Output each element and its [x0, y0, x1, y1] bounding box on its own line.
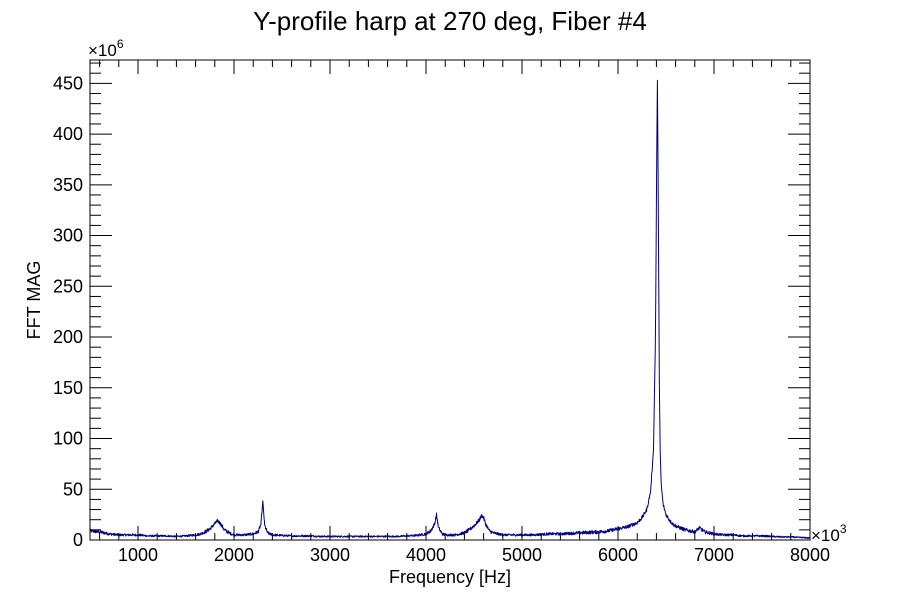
- x-multiplier: ×103: [811, 522, 847, 545]
- y-multiplier-base: ×10: [88, 41, 117, 60]
- chart-title: Y-profile harp at 270 deg, Fiber #4: [253, 6, 647, 36]
- y-tick-label: 300: [53, 226, 83, 246]
- x-tick-label: 2000: [214, 545, 254, 565]
- x-axis-label: Frequency [Hz]: [389, 567, 511, 587]
- x-tick-label: 1000: [118, 545, 158, 565]
- x-tick-label: 7000: [694, 545, 734, 565]
- x-multiplier-exponent: 3: [840, 522, 847, 536]
- x-tick-label: 5000: [502, 545, 542, 565]
- y-tick-label: 50: [63, 479, 83, 499]
- fft-series-line: [89, 79, 811, 539]
- y-tick-label: 450: [53, 73, 83, 93]
- y-multiplier-exponent: 6: [117, 37, 124, 51]
- y-tick-label: 150: [53, 378, 83, 398]
- plot-frame: [89, 59, 811, 541]
- y-axis-label: FFT MAG: [24, 261, 44, 340]
- y-tick-label: 200: [53, 327, 83, 347]
- y-multiplier: ×106: [88, 37, 124, 60]
- x-tick-label: 3000: [310, 545, 350, 565]
- y-tick-label: 250: [53, 276, 83, 296]
- x-multiplier-base: ×10: [811, 526, 840, 545]
- y-tick-label: 0: [73, 530, 83, 550]
- tick-labels: 1000 2000 3000 4000 5000 6000 7000 8000 0 50 100 15…: [53, 73, 830, 565]
- x-tick-label: 4000: [406, 545, 446, 565]
- y-tick-label: 350: [53, 175, 83, 195]
- y-tick-label: 100: [53, 429, 83, 449]
- x-tick-label: 6000: [598, 545, 638, 565]
- y-tick-label: 400: [53, 124, 83, 144]
- x-tick-label: 8000: [790, 545, 830, 565]
